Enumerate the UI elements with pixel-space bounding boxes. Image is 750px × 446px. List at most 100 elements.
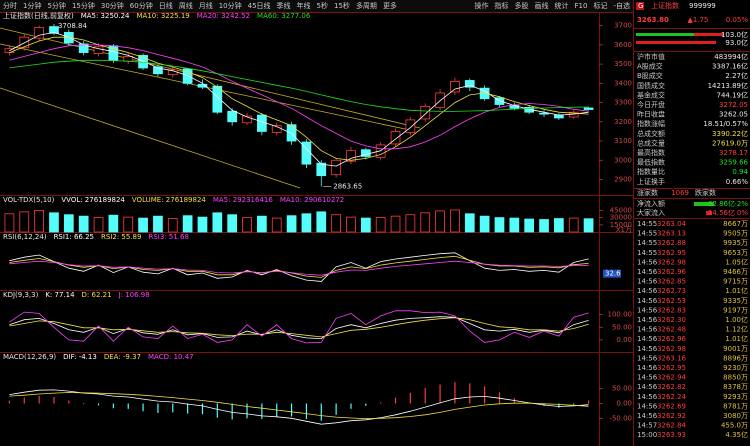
indicator-legend: VVOL: 276189824 — [61, 196, 125, 204]
tool-button[interactable]: 指标 — [495, 1, 509, 10]
tick-price: 3262.98 — [657, 345, 686, 353]
volume-bar — [583, 218, 594, 233]
period-tab[interactable]: 10分钟 — [219, 1, 242, 10]
indicator-line — [9, 260, 589, 276]
period-tab[interactable]: 更多 — [383, 1, 397, 10]
stat-label: 总成交量 — [637, 138, 665, 147]
indicator-line — [9, 317, 589, 338]
tick-volume: 9001万 — [723, 345, 748, 353]
candle-body — [93, 46, 104, 54]
tool-button[interactable]: 画线 — [535, 1, 549, 10]
volume-bar — [286, 215, 297, 233]
period-tab[interactable]: 15分钟 — [72, 1, 95, 10]
tick-volume: 9653万 — [723, 249, 748, 257]
tick-time: 14:56 — [637, 268, 658, 276]
tool-button[interactable]: 操作 — [475, 1, 489, 10]
stat-value: 3390.22亿 — [712, 129, 748, 138]
tool-button[interactable]: 统计 — [555, 1, 569, 10]
volume-bar — [212, 212, 223, 233]
stat-label: 国债成交 — [637, 81, 665, 90]
stat-value: 0.66% — [726, 178, 749, 186]
period-tab[interactable]: 5分钟 — [47, 1, 65, 10]
tick-time: 14:57 — [637, 422, 657, 430]
tick-price: 3262.82 — [657, 383, 686, 391]
tick-time: 14:56 — [637, 335, 658, 343]
tick-volume: 9935万 — [723, 239, 748, 247]
stat-label: 今日开盘 — [637, 100, 665, 109]
tool-button[interactable]: 多股 — [515, 1, 529, 10]
volume-bar — [78, 215, 89, 233]
tick-time: 14:56 — [637, 258, 658, 266]
price-change-pct: 0.05% — [726, 16, 749, 24]
volume-bar — [197, 216, 208, 233]
indicator-line — [9, 59, 589, 112]
tool-button[interactable]: 标记 — [593, 1, 607, 10]
badge-box — [636, 2, 644, 10]
tick-time: 14:56 — [637, 374, 658, 382]
indicator-legend: VOLUME: 276189824 — [132, 196, 207, 204]
stat-label: A股成交 — [637, 62, 663, 71]
tick-volume: 1.05亿 — [725, 257, 748, 266]
tick-price: 3263.16 — [657, 354, 686, 362]
period-tab[interactable]: 30分钟 — [101, 1, 124, 10]
candle-body — [464, 80, 475, 88]
tick-time: 14:56 — [637, 306, 658, 314]
flow-pct: -2% — [734, 200, 748, 208]
tool-button[interactable]: F10 — [575, 2, 588, 10]
stat-label: 指数量比 — [637, 167, 665, 176]
indicator-line — [9, 44, 589, 150]
tick-time: 14:56 — [637, 345, 658, 353]
tick-time: 14:55 — [637, 220, 657, 228]
toolbar — [0, 0, 634, 12]
stat-value: 27619.0万 — [712, 139, 748, 147]
flow-label: 大家流入 — [637, 208, 665, 217]
period-tab[interactable]: 月线 — [199, 1, 213, 10]
indicator-legend: MACD: 10.47 — [148, 353, 194, 361]
value-marker-label: 32.6 — [605, 270, 621, 278]
indicator-legend: RSI2: 55.89 — [101, 233, 141, 241]
tick-volume: 9466万 — [723, 268, 748, 276]
candle-body — [197, 83, 208, 88]
period-tab[interactable]: 60分钟 — [130, 1, 153, 10]
period-tab[interactable]: 多周期 — [356, 1, 377, 10]
period-tab[interactable]: 1分钟 — [23, 1, 41, 10]
y-tick-label: 45000 — [610, 206, 632, 214]
period-tab[interactable]: 5秒 — [317, 1, 328, 10]
indicator-legend: VOL-TDX(5,10) — [3, 196, 55, 204]
indicator-legend: RSI1: 66.25 — [54, 233, 94, 241]
tick-time: 14:56 — [637, 316, 658, 324]
tick-volume: 9715万 — [723, 278, 748, 286]
tick-time: 14:56 — [637, 412, 658, 420]
stat-label: 最高指数 — [637, 148, 665, 157]
stat-label: 沪市市值 — [637, 52, 665, 61]
indicator-legend: MACD(12,26,9) — [3, 353, 56, 361]
period-tab[interactable]: 分时 — [3, 1, 17, 10]
indicator-line — [9, 392, 589, 420]
candle-body — [49, 26, 59, 34]
volume-bar — [420, 212, 431, 233]
indicator-legend: RSI(6,12,24) — [3, 233, 47, 241]
indicator-legend: K: 77.14 — [45, 291, 75, 299]
volume-bar — [182, 215, 193, 233]
period-tab[interactable]: 季线 — [277, 1, 291, 10]
indicator-legend: RSI3: 51.68 — [148, 233, 188, 241]
y-tick-label: 3200 — [614, 118, 632, 126]
volume-bar — [123, 216, 134, 233]
period-tab[interactable]: 周线 — [179, 1, 193, 10]
indicator-legend: 上证指数(日线,前复权) — [3, 11, 74, 20]
tick-price: 3262.73 — [657, 287, 686, 295]
volume-bar — [509, 217, 520, 233]
volume-bar — [153, 215, 163, 233]
tool-button[interactable]: -自选 — [613, 1, 630, 10]
period-tab[interactable]: 日线 — [159, 1, 173, 10]
tick-volume: 9335万 — [723, 297, 748, 305]
volume-bar — [390, 215, 401, 233]
tick-volume: 8378万 — [723, 383, 748, 391]
tick-price: 3262.53 — [657, 297, 686, 305]
candle-body — [19, 36, 30, 49]
period-tab[interactable]: 45日线 — [248, 1, 271, 10]
period-tab[interactable]: 15秒 — [334, 1, 350, 10]
y-tick-label: 50.00 — [612, 323, 632, 331]
indicator-legend: MA20: 3242.52 — [197, 12, 250, 20]
period-tab[interactable]: 年线 — [297, 1, 311, 10]
